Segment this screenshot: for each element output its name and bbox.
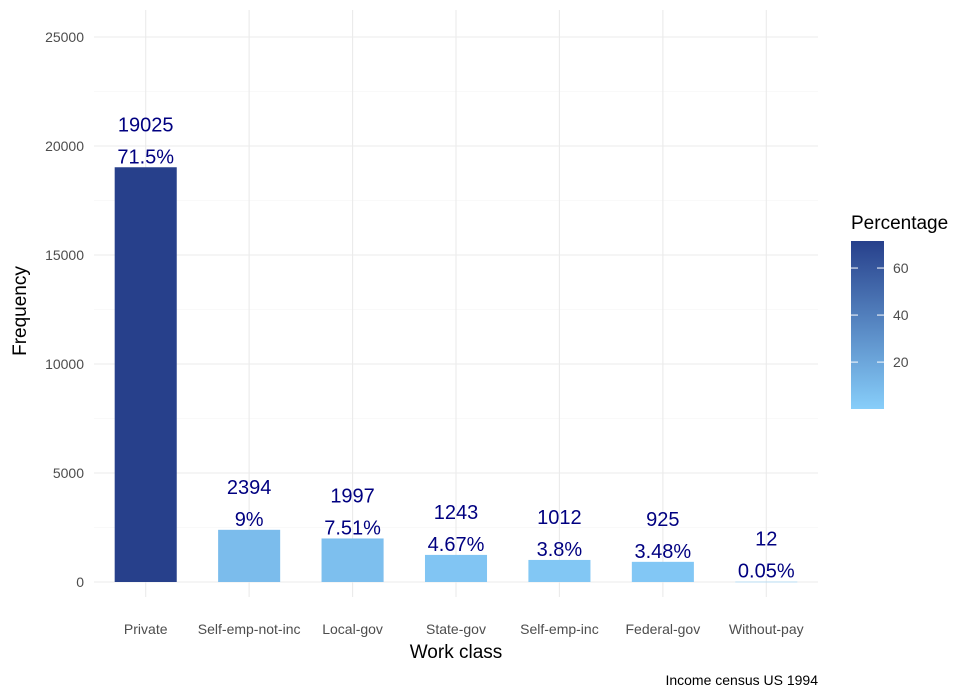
bar-count-label: 1243 (434, 502, 479, 524)
bar-percent-label: 71.5% (117, 146, 174, 168)
bar-labels: 19025 71.5% 2394 9% 1997 7.51% 1243 4.67% 1012 3.… (117, 114, 794, 582)
bar-percent-label: 3.48% (634, 541, 691, 563)
bar-percent-label: 3.8% (537, 539, 583, 561)
bar-count-label: 12 (755, 529, 777, 551)
y-tick-label: 0 (76, 574, 84, 590)
y-tick-label: 5000 (53, 465, 84, 481)
x-tick-label: Self-emp-not-inc (198, 621, 301, 637)
bar-percent-label: 7.51% (324, 517, 381, 539)
y-tick-label: 10000 (45, 356, 84, 372)
bar (528, 559, 591, 582)
y-tick-label: 20000 (45, 138, 84, 154)
x-tick-labels: Private Self-emp-not-inc Local-gov State-go… (124, 621, 804, 637)
x-tick-label: Self-emp-inc (520, 621, 599, 637)
x-tick-label: Without-pay (729, 621, 804, 637)
legend-ticks: 20 40 60 (851, 260, 909, 370)
bar (114, 167, 177, 582)
legend-title: Percentage (851, 213, 948, 234)
legend-tick-label: 40 (893, 307, 909, 323)
y-axis-title: Frequency (10, 266, 31, 356)
x-tick-label: State-gov (426, 621, 486, 637)
bar-count-label: 1997 (330, 485, 375, 507)
bar (631, 561, 694, 582)
legend: Percentage 20 40 60 (851, 213, 948, 409)
y-tick-label: 25000 (45, 29, 84, 45)
bar-count-label: 2394 (227, 477, 272, 499)
bar (424, 554, 488, 582)
bar (321, 538, 384, 582)
x-axis-title: Work class (410, 642, 503, 663)
bar-percent-label: 0.05% (738, 561, 795, 583)
bars (114, 167, 798, 583)
bar-count-label: 19025 (118, 114, 174, 136)
bar-count-label: 1012 (537, 507, 582, 529)
legend-colorbar (851, 241, 884, 409)
bar (735, 581, 798, 583)
x-tick-label: Private (124, 621, 168, 637)
bar (218, 529, 281, 582)
bar-percent-label: 9% (235, 509, 264, 531)
bar-percent-label: 4.67% (428, 534, 485, 556)
caption: Income census US 1994 (665, 672, 818, 688)
grid-lines (94, 10, 818, 597)
bar-count-label: 925 (646, 509, 679, 531)
x-tick-label: Federal-gov (626, 621, 701, 637)
y-tick-label: 15000 (45, 247, 84, 263)
legend-tick-label: 60 (893, 260, 909, 276)
x-tick-label: Local-gov (322, 621, 383, 637)
y-tick-labels: 0 5000 10000 15000 20000 25000 (45, 29, 84, 590)
legend-tick-label: 20 (893, 354, 909, 370)
